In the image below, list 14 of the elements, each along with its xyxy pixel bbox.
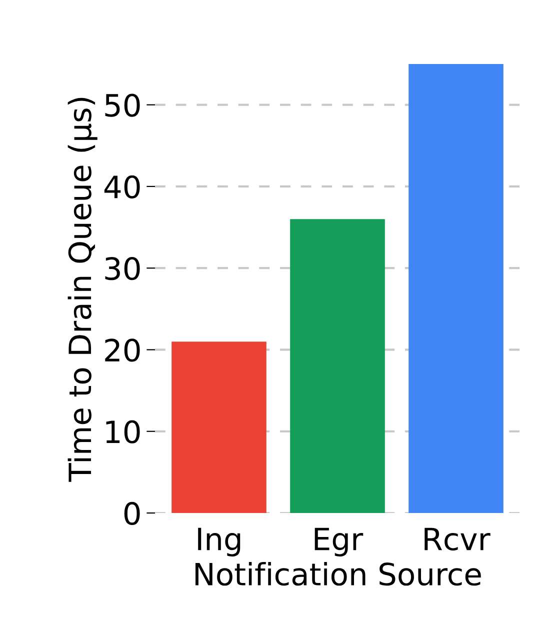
x-tick-label: Ing [198,528,240,556]
bar [408,64,504,513]
x-axis-title: Notification Source [196,562,481,586]
y-tick-label: 30 [105,257,140,280]
y-tick-label: 10 [106,420,140,444]
x-tick-label: Rcvr [424,528,490,551]
x-tick-label: Egr [314,528,364,556]
bar [290,219,385,513]
y-tick-label: 0 [124,502,140,526]
y-axis-title: Time to Drain Queue (μs) [68,98,98,482]
y-tick-label: 40 [104,175,140,198]
y-tick-label: 20 [105,338,140,362]
bar [172,342,266,513]
y-tick-label: 50 [105,94,140,117]
